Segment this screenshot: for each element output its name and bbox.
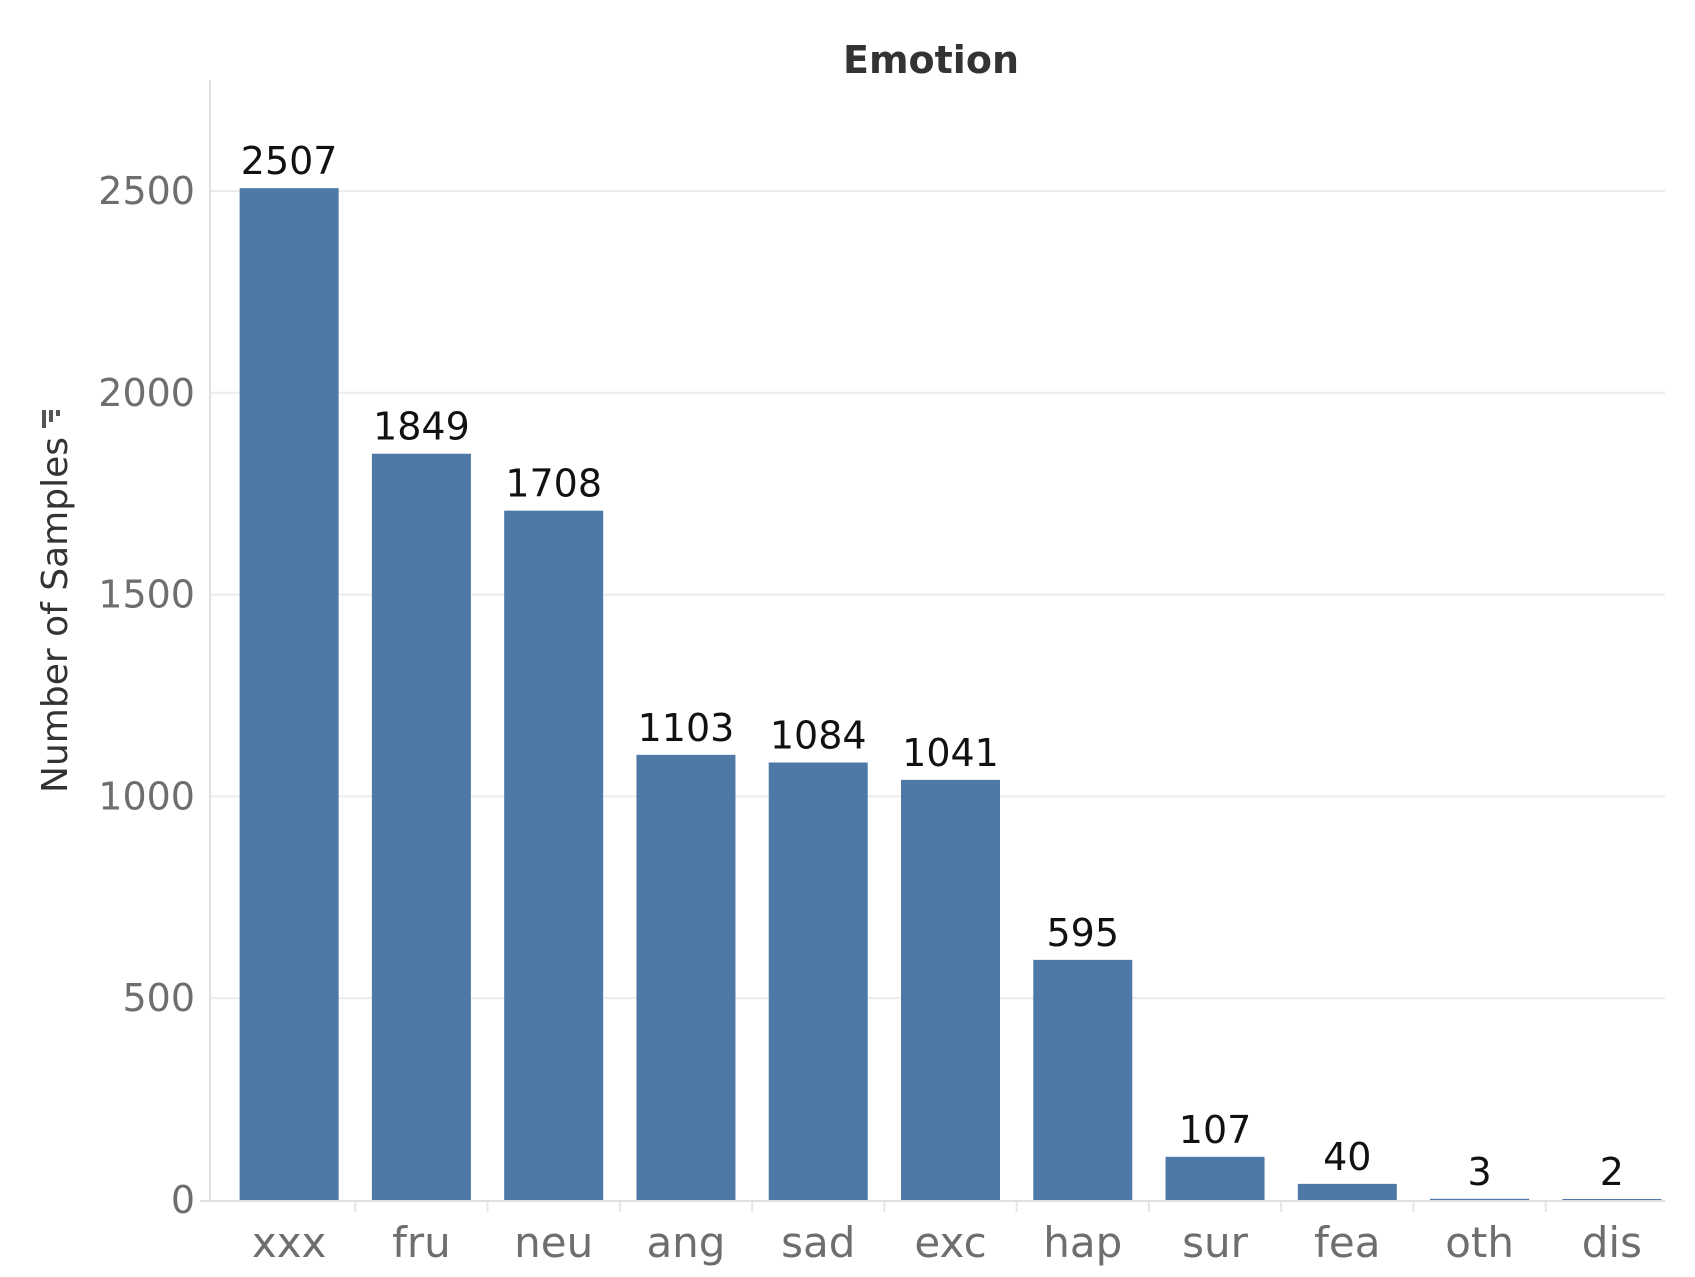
data-labels: 2507 1849 1708 1103 1084 1041 595 107 40 3 2	[241, 139, 1624, 1194]
bar-fea[interactable]	[1297, 1183, 1397, 1200]
x-tick-label-sad: sad	[781, 1218, 855, 1267]
sort-descending-icon[interactable]	[42, 410, 60, 428]
data-label-dis: 2	[1600, 1150, 1624, 1194]
axes	[200, 80, 1665, 1212]
x-axis-ticks: xxx fru neu ang sad exc hap sur fea oth dis	[252, 1218, 1642, 1267]
data-label-sur: 107	[1179, 1108, 1252, 1152]
bar-sur[interactable]	[1165, 1156, 1265, 1200]
data-label-ang: 1103	[638, 706, 735, 750]
data-label-neu: 1708	[505, 462, 602, 506]
x-tick-label-ang: ang	[646, 1218, 725, 1267]
y-tick-label: 2000	[98, 371, 195, 415]
x-tick-label-xxx: xxx	[252, 1218, 327, 1267]
data-label-exc: 1041	[902, 731, 999, 775]
y-tick-label: 1000	[98, 774, 195, 818]
x-tick-label-oth: oth	[1445, 1218, 1514, 1267]
bar-hap[interactable]	[1033, 959, 1133, 1200]
data-label-fru: 1849	[373, 405, 470, 449]
bar-dis[interactable]	[1562, 1199, 1662, 1200]
x-tick-label-fea: fea	[1314, 1218, 1380, 1267]
data-label-fea: 40	[1323, 1135, 1371, 1179]
x-tick-label-hap: hap	[1043, 1218, 1122, 1267]
y-axis-label: Number of Samples	[35, 437, 76, 793]
y-axis-label-group: Number of Samples	[35, 410, 76, 793]
y-tick-label: 2500	[98, 169, 195, 213]
bar-xxx[interactable]	[239, 188, 339, 1200]
bar-exc[interactable]	[901, 779, 1000, 1200]
x-tick-label-neu: neu	[514, 1218, 593, 1267]
bar-sad[interactable]	[768, 762, 868, 1200]
x-tick-label-exc: exc	[914, 1218, 986, 1267]
x-tick-label-sur: sur	[1182, 1218, 1249, 1267]
bar-fru[interactable]	[371, 453, 471, 1200]
y-axis-ticks: 0 500 1000 1500 2000 2500	[98, 169, 195, 1222]
data-label-oth: 3	[1467, 1150, 1491, 1194]
bars	[239, 188, 1662, 1200]
chart-title: Emotion	[843, 38, 1019, 82]
bar-neu[interactable]	[504, 510, 604, 1200]
data-label-hap: 595	[1047, 911, 1120, 955]
data-label-xxx: 2507	[241, 139, 338, 183]
y-tick-label: 500	[122, 976, 195, 1020]
bar-oth[interactable]	[1430, 1198, 1530, 1200]
y-tick-label: 0	[171, 1178, 195, 1222]
data-label-sad: 1084	[770, 713, 867, 757]
y-tick-label: 1500	[98, 573, 195, 617]
bar-ang[interactable]	[636, 754, 736, 1200]
x-tick-label-fru: fru	[392, 1218, 451, 1267]
x-tick-label-dis: dis	[1582, 1218, 1642, 1267]
